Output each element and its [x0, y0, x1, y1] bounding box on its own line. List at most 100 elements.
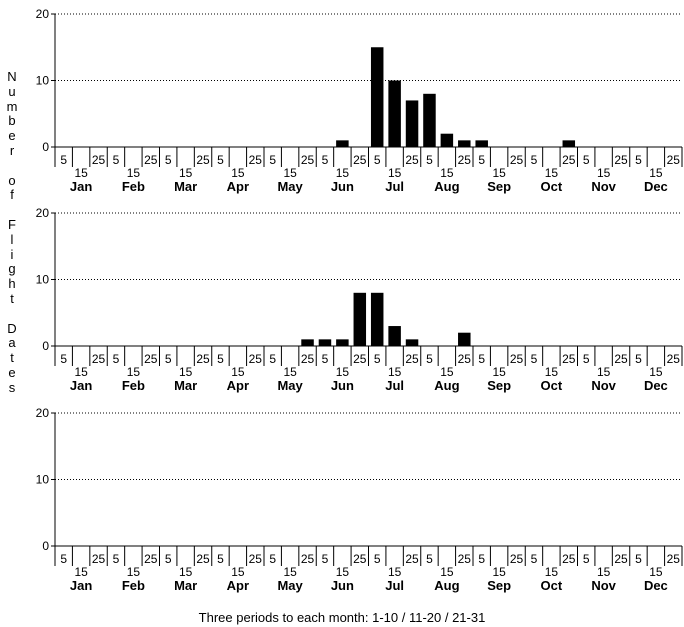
x-tick-label: 5: [113, 552, 120, 566]
month-label: Oct: [541, 179, 563, 194]
x-tick-label: 25: [92, 352, 106, 366]
x-tick-label: 25: [614, 552, 628, 566]
y-axis-label-letter: h: [8, 276, 16, 292]
bar: [370, 47, 384, 147]
x-tick-label: 25: [562, 552, 576, 566]
x-tick-label: 15: [545, 166, 559, 180]
month-label: Nov: [591, 179, 616, 194]
x-tick-label: 5: [531, 352, 538, 366]
x-tick-label: 5: [165, 552, 172, 566]
month-label: Sep: [487, 578, 511, 593]
x-tick-label: 25: [92, 552, 106, 566]
x-tick-label: 25: [196, 153, 210, 167]
x-tick-label: 25: [353, 352, 367, 366]
x-tick-label: 5: [426, 153, 433, 167]
x-tick-label: 25: [405, 352, 419, 366]
x-tick-label: 15: [649, 565, 663, 579]
bar: [405, 100, 419, 147]
y-axis-label-letter: b: [8, 113, 16, 129]
bar: [562, 140, 576, 147]
y-axis-label-letter: D: [7, 320, 17, 336]
x-tick-label: 15: [597, 565, 611, 579]
x-tick-label: 25: [144, 552, 158, 566]
x-tick-label: 5: [426, 352, 433, 366]
x-tick-label: 25: [667, 153, 681, 167]
x-tick-label: 15: [179, 565, 193, 579]
month-label: Jan: [70, 578, 92, 593]
x-tick-label: 15: [388, 565, 402, 579]
x-tick-label: 5: [322, 352, 329, 366]
x-tick-label: 25: [510, 552, 524, 566]
month-label: Apr: [227, 378, 249, 393]
month-label: Oct: [541, 578, 563, 593]
y-tick-label: 20: [36, 206, 50, 220]
y-axis-label-letter: [4, 159, 20, 174]
y-axis-label-letter: N: [7, 69, 17, 84]
month-label: Jun: [331, 179, 354, 194]
bar: [458, 140, 471, 147]
x-tick-label: 15: [127, 166, 141, 180]
x-tick-label: 25: [353, 552, 367, 566]
x-tick-label: 25: [92, 153, 106, 167]
month-label: Dec: [644, 179, 668, 194]
x-tick-label: 25: [667, 552, 681, 566]
x-tick-label: 5: [635, 552, 642, 566]
month-label: Dec: [644, 378, 668, 393]
x-tick-label: 25: [196, 352, 210, 366]
x-tick-label: 5: [60, 552, 67, 566]
y-tick-label: 0: [42, 539, 49, 553]
y-axis-label-letter: o: [8, 172, 16, 188]
x-tick-label: 25: [405, 552, 419, 566]
x-tick-label: 15: [440, 565, 454, 579]
month-label: Feb: [122, 378, 145, 393]
x-tick-label: 5: [217, 352, 224, 366]
y-axis-label-letter: a: [8, 335, 16, 351]
y-axis-label-letter: F: [8, 216, 16, 232]
x-tick-label: 5: [60, 352, 67, 366]
bar: [301, 339, 314, 346]
y-axis-label-letter: s: [8, 379, 16, 395]
x-tick-label: 15: [127, 565, 141, 579]
x-tick-label: 5: [531, 153, 538, 167]
month-label: Jun: [331, 578, 354, 593]
x-tick-label: 15: [179, 365, 193, 379]
x-tick-label: 25: [301, 552, 315, 566]
month-label: Jul: [385, 378, 404, 393]
x-tick-label: 5: [583, 153, 590, 167]
x-tick-label: 15: [649, 365, 663, 379]
x-tick-label: 25: [510, 352, 524, 366]
x-tick-label: 25: [458, 352, 472, 366]
x-tick-label: 5: [478, 552, 485, 566]
bar: [405, 339, 419, 346]
x-tick-label: 5: [165, 153, 172, 167]
x-tick-label: 5: [269, 552, 276, 566]
x-tick-label: 5: [217, 552, 224, 566]
month-label: May: [277, 378, 303, 393]
x-tick-label: 25: [667, 352, 681, 366]
x-tick-label: 25: [144, 352, 158, 366]
x-tick-label: 15: [283, 565, 297, 579]
y-axis-label-letter: i: [10, 246, 14, 262]
bar: [440, 133, 454, 147]
x-tick-label: 25: [353, 153, 367, 167]
bar: [423, 93, 436, 147]
x-tick-label: 25: [458, 552, 472, 566]
x-tick-label: 5: [60, 153, 67, 167]
bar: [318, 339, 332, 346]
x-tick-label: 25: [196, 552, 210, 566]
y-axis-label-letter: r: [9, 142, 15, 158]
x-tick-label: 15: [74, 365, 88, 379]
x-tick-label: 15: [336, 166, 350, 180]
bar: [336, 140, 349, 147]
x-tick-label: 15: [440, 365, 454, 379]
month-label: Nov: [591, 378, 616, 393]
y-tick-label: 10: [36, 74, 50, 88]
month-label: Dec: [644, 578, 668, 593]
month-label: Oct: [541, 378, 563, 393]
x-tick-label: 15: [545, 365, 559, 379]
x-tick-label: 15: [179, 166, 193, 180]
